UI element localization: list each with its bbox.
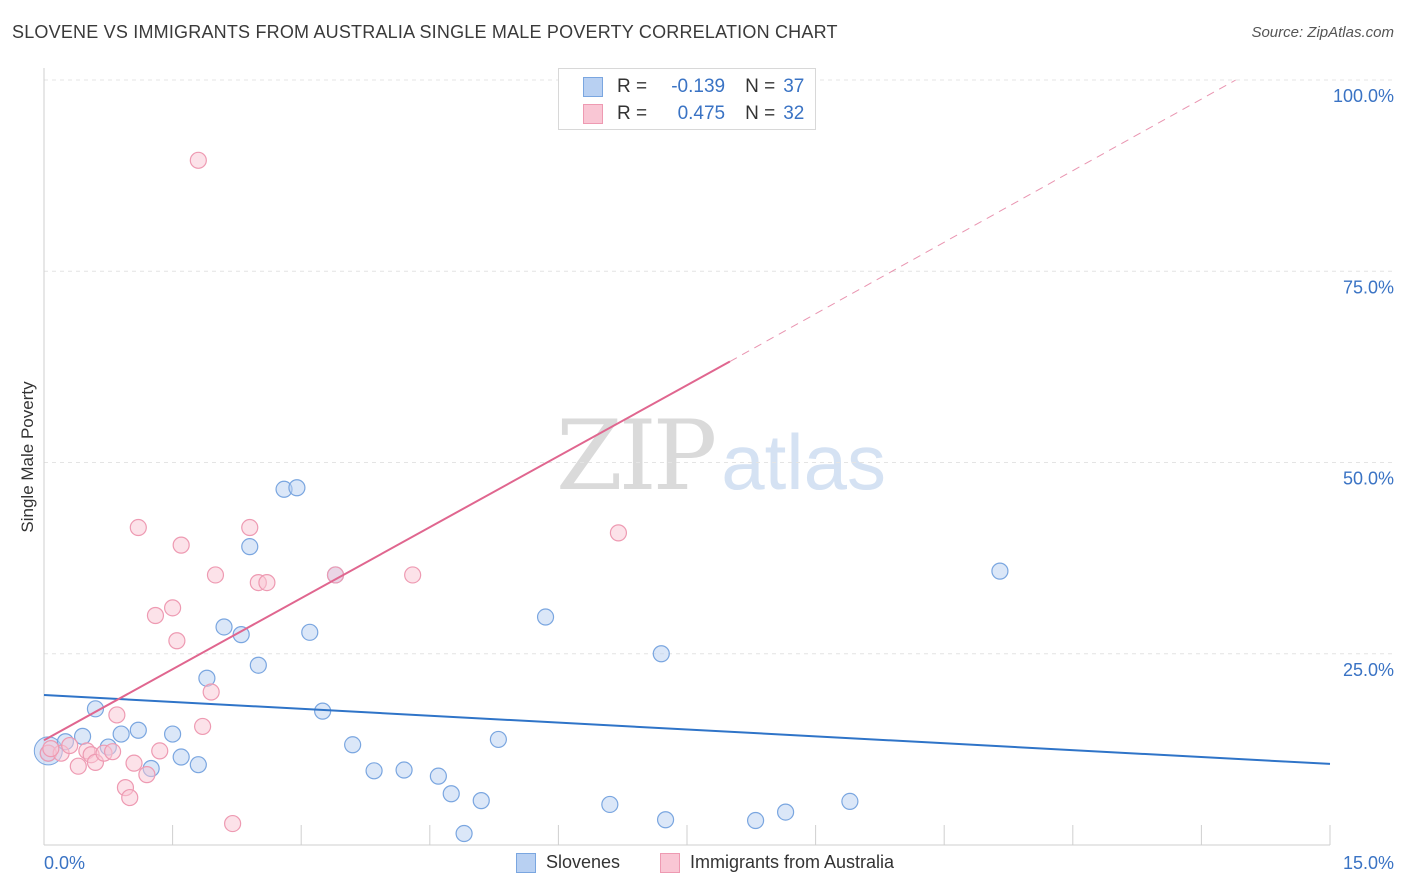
australia-point	[258, 574, 276, 592]
australia-swatch	[660, 852, 680, 873]
australia-point	[206, 566, 225, 584]
slovenes-point	[429, 767, 447, 785]
australia-point	[103, 743, 122, 761]
n-value: 37	[783, 76, 805, 97]
y-tick-label: 25.0%	[1343, 660, 1394, 680]
slovenes-point	[112, 725, 130, 743]
slovenes-point	[991, 562, 1009, 580]
slovenes-point	[472, 792, 490, 810]
n-label: N =	[745, 76, 776, 97]
slovenes-swatch	[516, 852, 536, 873]
slovenes-swatch	[583, 77, 603, 97]
australia-point	[151, 742, 169, 760]
australia-point	[168, 632, 186, 650]
legend-row-australia: R = 0.475 N = 32	[583, 102, 804, 126]
slovenes-point	[164, 725, 182, 743]
australia-point	[69, 757, 87, 775]
series-legend: Slovenes Immigrants from Australia	[0, 852, 1406, 878]
australia-point	[125, 754, 143, 772]
slovenes-trend-line	[43, 694, 1331, 765]
australia-point	[172, 536, 190, 554]
australia-point	[404, 566, 422, 584]
r-label: R =	[617, 76, 648, 97]
australia-point	[108, 706, 126, 724]
australia-point	[189, 151, 207, 169]
slovenes-point	[776, 803, 795, 821]
y-tick-label: 75.0%	[1343, 277, 1394, 297]
slovenes-point	[344, 736, 362, 754]
legend-item-slovenes: Slovenes	[516, 852, 620, 873]
slovenes-point	[172, 748, 190, 766]
slovenes-point	[365, 762, 383, 780]
correlation-legend: R = -0.139 N = 37 R = 0.475 N = 32	[558, 68, 816, 130]
watermark-zip: ZIP	[556, 400, 717, 512]
australia-point	[121, 788, 139, 807]
source-credit: Source: ZipAtlas.com	[1251, 24, 1394, 41]
legend-row-slovenes: R = -0.139 N = 37	[583, 75, 804, 99]
australia-point	[326, 566, 345, 584]
slovenes-point	[442, 785, 460, 803]
australia-point	[42, 740, 60, 758]
watermark: ZIP atlas	[556, 400, 886, 512]
x-tick-label: 15.0%	[1343, 853, 1394, 873]
australia-trend-extension	[729, 79, 1236, 362]
slovenes-point	[249, 656, 267, 674]
australia-trend-line	[43, 360, 731, 742]
australia-swatch	[583, 104, 603, 124]
australia-point	[146, 606, 165, 625]
chart-title: SLOVENE VS IMMIGRANTS FROM AUSTRALIA SIN…	[12, 22, 838, 42]
r-value: -0.139	[671, 76, 726, 97]
y-tick-label: 100.0%	[1333, 86, 1394, 106]
australia-point	[164, 599, 182, 617]
legend-label-slovenes: Slovenes	[546, 852, 621, 872]
australia-point	[609, 524, 628, 542]
n-label: N =	[745, 103, 776, 124]
slovenes-point	[601, 795, 619, 814]
slovenes-point	[288, 479, 306, 497]
slovenes-point	[301, 623, 319, 641]
slovenes-point	[656, 811, 675, 829]
slovenes-point	[489, 730, 507, 749]
australia-point	[61, 736, 79, 755]
australia-point	[241, 518, 259, 537]
australia-point	[224, 814, 242, 833]
slovenes-point	[652, 645, 670, 663]
legend-label-australia: Immigrants from Australia	[690, 852, 895, 872]
slovenes-point	[395, 761, 413, 779]
slovenes-point	[189, 756, 207, 774]
x-tick-label: 0.0%	[44, 853, 85, 873]
australia-point	[129, 518, 147, 537]
slovenes-point	[841, 792, 859, 810]
australia-point	[202, 683, 220, 701]
slovenes-point	[215, 618, 233, 636]
n-value: 32	[783, 103, 805, 124]
r-value: 0.475	[677, 103, 726, 124]
australia-point	[194, 717, 212, 736]
slovenes-point	[536, 608, 555, 626]
slovenes-point	[86, 700, 105, 718]
legend-item-australia: Immigrants from Australia	[660, 852, 894, 873]
y-tick-label: 50.0%	[1343, 469, 1394, 489]
slovenes-point	[129, 721, 147, 739]
y-axis-label: Single Male Poverty	[18, 381, 37, 533]
slovenes-point	[455, 824, 473, 843]
slovenes-point	[746, 811, 765, 830]
slovenes-point	[241, 538, 259, 556]
australia-point	[138, 766, 156, 784]
r-label: R =	[617, 103, 648, 124]
